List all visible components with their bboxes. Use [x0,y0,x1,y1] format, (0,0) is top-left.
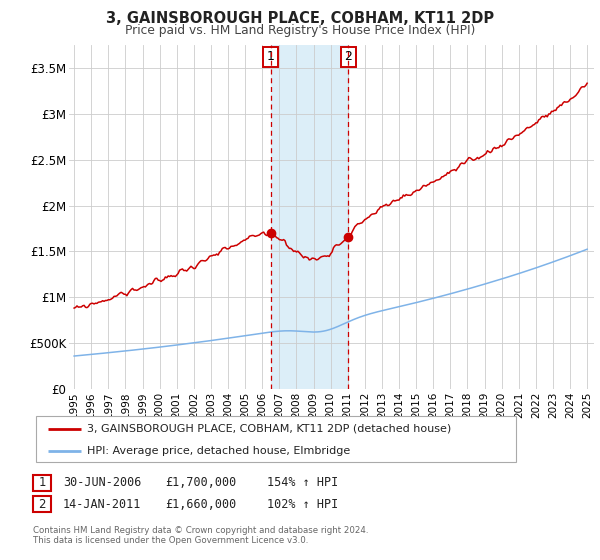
Text: 1: 1 [267,50,275,63]
Text: £1,660,000: £1,660,000 [165,497,236,511]
Text: 30-JUN-2006: 30-JUN-2006 [63,476,142,489]
Text: 3, GAINSBOROUGH PLACE, COBHAM, KT11 2DP (detached house): 3, GAINSBOROUGH PLACE, COBHAM, KT11 2DP … [87,424,451,434]
Text: 1: 1 [38,476,46,489]
Text: £1,700,000: £1,700,000 [165,476,236,489]
Text: HPI: Average price, detached house, Elmbridge: HPI: Average price, detached house, Elmb… [87,446,350,455]
Text: 2: 2 [344,50,352,63]
Text: Price paid vs. HM Land Registry's House Price Index (HPI): Price paid vs. HM Land Registry's House … [125,24,475,36]
Bar [271,45,349,389]
Text: 154% ↑ HPI: 154% ↑ HPI [267,476,338,489]
Text: 2: 2 [38,497,46,511]
Text: 3, GAINSBOROUGH PLACE, COBHAM, KT11 2DP: 3, GAINSBOROUGH PLACE, COBHAM, KT11 2DP [106,11,494,26]
Text: This data is licensed under the Open Government Licence v3.0.: This data is licensed under the Open Gov… [33,536,308,545]
Text: Contains HM Land Registry data © Crown copyright and database right 2024.: Contains HM Land Registry data © Crown c… [33,526,368,535]
Text: 14-JAN-2011: 14-JAN-2011 [63,497,142,511]
Text: 102% ↑ HPI: 102% ↑ HPI [267,497,338,511]
